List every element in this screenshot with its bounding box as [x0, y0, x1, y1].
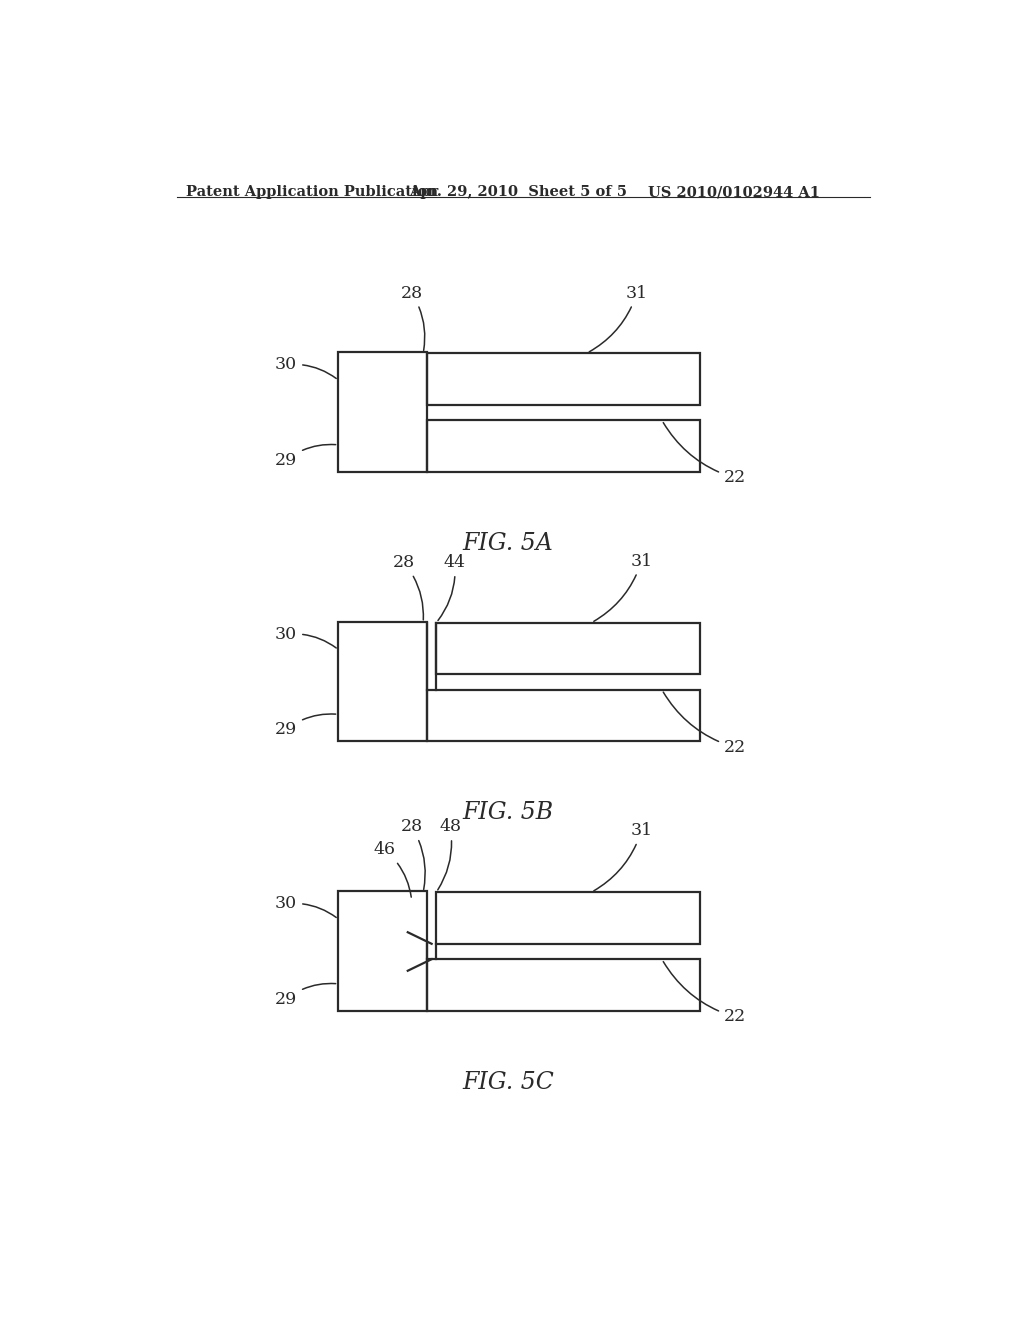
Text: 29: 29	[275, 714, 336, 738]
Bar	[427, 420, 700, 471]
Text: 44: 44	[438, 554, 466, 620]
Text: 31: 31	[594, 822, 652, 891]
Text: 46: 46	[374, 841, 412, 898]
Text: 30: 30	[275, 626, 336, 648]
Text: 29: 29	[275, 983, 336, 1007]
Bar	[427, 354, 700, 405]
Text: 31: 31	[594, 553, 652, 622]
Text: 31: 31	[589, 285, 648, 352]
Text: 28: 28	[400, 285, 425, 351]
Text: US 2010/0102944 A1: US 2010/0102944 A1	[648, 185, 820, 199]
Bar	[339, 622, 427, 742]
Text: FIG. 5B: FIG. 5B	[462, 801, 553, 825]
Bar	[436, 623, 700, 675]
Bar	[427, 960, 700, 1011]
Bar	[427, 689, 700, 742]
Text: Apr. 29, 2010  Sheet 5 of 5: Apr. 29, 2010 Sheet 5 of 5	[410, 185, 628, 199]
Text: 28: 28	[400, 818, 425, 890]
Text: 29: 29	[275, 445, 336, 469]
Text: Patent Application Publication: Patent Application Publication	[186, 185, 438, 199]
Bar	[436, 892, 700, 944]
Bar	[339, 352, 427, 471]
Text: 22: 22	[664, 692, 746, 756]
Text: 22: 22	[664, 961, 746, 1026]
Text: 30: 30	[275, 356, 336, 379]
Text: 48: 48	[438, 818, 461, 890]
Text: 28: 28	[393, 554, 423, 620]
Text: 22: 22	[664, 422, 746, 487]
Bar	[339, 891, 427, 1011]
Text: FIG. 5A: FIG. 5A	[463, 532, 553, 554]
Text: FIG. 5C: FIG. 5C	[462, 1071, 554, 1094]
Text: 30: 30	[275, 895, 336, 917]
